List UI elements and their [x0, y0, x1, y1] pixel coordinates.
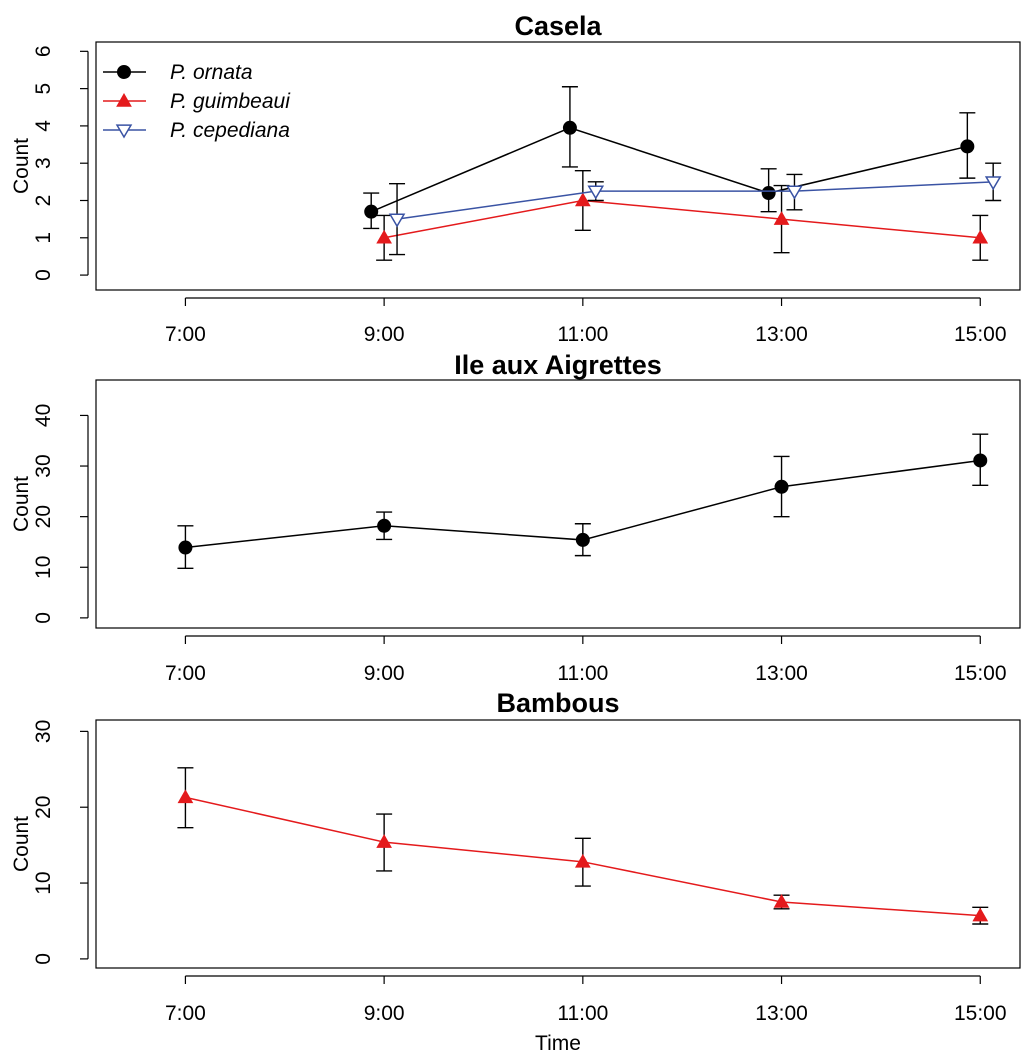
x-tick-label: 7:00: [165, 662, 206, 685]
y-tick-label: 1: [32, 232, 55, 244]
data-point: [562, 120, 577, 135]
y-tick-label: 40: [32, 404, 55, 427]
x-axis: 7:00 9:00 11:00 13:00 15:00: [165, 297, 1007, 346]
data-point: [587, 185, 605, 200]
panel-bambous: Bambous 0 10 20 30 Count 7:00 9:00 11:00 13:00 15:…: [10, 688, 1021, 1055]
legend-marker: [117, 65, 131, 79]
y-tick-label: 10: [32, 871, 55, 894]
y-axis-title: Count: [10, 476, 33, 532]
x-axis: 7:00 9:00 11:00 13:00 15:00: [165, 635, 1007, 685]
data-point: [377, 518, 392, 533]
x-tick-label: 7:00: [165, 1002, 206, 1025]
data-point: [773, 211, 790, 225]
data-point: [960, 139, 975, 154]
x-tick-label: 13:00: [755, 662, 808, 685]
data-point: [786, 185, 803, 200]
data-point: [178, 540, 193, 555]
plot-frame: [95, 719, 1021, 969]
series-line: [383, 199, 981, 239]
data-point: [376, 229, 392, 244]
data-point: [972, 907, 989, 922]
legend: P. ornata P. guimbeaui P. cepediana: [103, 61, 291, 142]
y-tick-label: 2: [32, 195, 55, 207]
x-tick-label: 13:00: [755, 323, 808, 346]
data-point: [364, 204, 379, 219]
data-point: [774, 479, 789, 494]
legend-item: P. cepediana: [103, 119, 290, 142]
y-tick-label: 0: [32, 953, 55, 965]
y-axis: 0 1 2 3 4 5 6 Count: [10, 45, 89, 281]
series-p-guimbeaui: [177, 767, 989, 925]
y-tick-label: 10: [32, 556, 55, 579]
y-tick-label: 0: [32, 612, 55, 624]
x-tick-label: 11:00: [557, 323, 608, 346]
series-p-cepediana: [388, 162, 1002, 256]
y-tick-label: 6: [32, 45, 55, 57]
x-axis: 7:00 9:00 11:00 13:00 15:00 Time: [165, 975, 1007, 1055]
panel-title: Ile aux Aigrettes: [454, 350, 662, 380]
legend-label: P. guimbeaui: [170, 90, 291, 113]
series-p-ornata: [177, 433, 989, 569]
y-tick-label: 5: [32, 83, 55, 95]
y-tick-label: 30: [32, 454, 55, 477]
legend-item: P. ornata: [103, 61, 253, 84]
data-point: [773, 894, 790, 908]
legend-item: P. guimbeaui: [103, 90, 291, 113]
x-tick-label: 11:00: [557, 1002, 608, 1025]
y-axis-title: Count: [10, 138, 33, 194]
data-point: [376, 834, 392, 848]
y-tick-label: 20: [32, 796, 55, 819]
legend-label: P. cepediana: [170, 119, 290, 142]
panel-title: Casela: [514, 11, 602, 41]
x-tick-label: 15:00: [954, 323, 1007, 346]
data-point: [984, 176, 1002, 191]
data-point: [574, 853, 591, 868]
series-p-guimbeaui: [376, 169, 989, 261]
series-line: [396, 181, 994, 220]
x-tick-label: 7:00: [165, 323, 206, 346]
plot-frame: [95, 41, 1021, 291]
x-tick-label: 9:00: [364, 323, 405, 346]
y-tick-label: 4: [32, 120, 55, 132]
panel-title: Bambous: [496, 688, 619, 718]
y-axis-title: Count: [10, 816, 33, 872]
x-tick-label: 15:00: [954, 662, 1007, 685]
legend-label: P. ornata: [170, 61, 253, 84]
x-tick-label: 9:00: [364, 1002, 405, 1025]
x-tick-label: 9:00: [364, 662, 405, 685]
panel-casela: Casela 0 1 2 3 4 5 6 Count 7:00 9:00 11:00 13:00 15:0…: [10, 11, 1021, 346]
y-tick-label: 20: [32, 505, 55, 528]
data-point: [761, 186, 776, 201]
data-point: [177, 789, 194, 804]
x-tick-label: 11:00: [557, 662, 608, 685]
y-tick-label: 3: [32, 157, 55, 169]
x-tick-label: 15:00: [954, 1002, 1007, 1025]
legend-marker: [115, 124, 133, 139]
data-point: [973, 453, 988, 468]
panel-ile-aux-aigrettes: Ile aux Aigrettes 0 10 20 30 40 Count 7:00 9:00 1…: [10, 350, 1021, 685]
series-p-ornata: [363, 86, 976, 230]
series-line: [370, 126, 968, 213]
x-axis-title: Time: [535, 1032, 581, 1055]
y-tick-label: 0: [32, 269, 55, 281]
legend-marker: [116, 92, 132, 107]
data-point: [388, 213, 406, 228]
y-axis: 0 10 20 30 40 Count: [10, 404, 89, 624]
data-point: [574, 192, 591, 207]
x-tick-label: 13:00: [755, 1002, 808, 1025]
data-point: [575, 532, 590, 547]
data-point: [972, 229, 989, 244]
plot-frame: [95, 379, 1021, 629]
y-tick-label: 30: [32, 720, 55, 743]
y-axis: 0 10 20 30 Count: [10, 720, 89, 965]
